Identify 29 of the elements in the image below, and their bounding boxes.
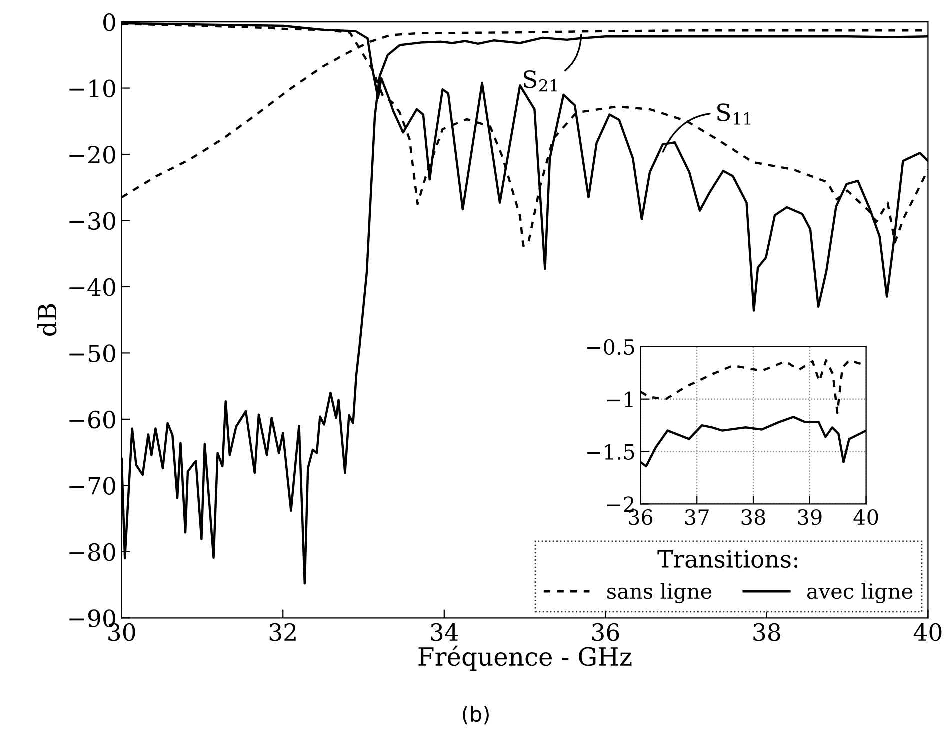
y-tick-label: −50 bbox=[70, 344, 116, 363]
y-tick-label: −60 bbox=[70, 410, 116, 429]
x-tick-label: 36 bbox=[592, 623, 620, 642]
y-axis-title: dB bbox=[37, 304, 57, 336]
y-tick-label: −1 bbox=[607, 392, 633, 408]
x-tick-label: 37 bbox=[685, 509, 709, 526]
x-tick-label: 40 bbox=[854, 509, 878, 526]
y-tick-label: −80 bbox=[70, 543, 116, 562]
y-tick-label: 0 bbox=[104, 13, 116, 32]
text: (b) bbox=[463, 706, 489, 725]
x-tick-label: 38 bbox=[754, 623, 780, 642]
legend-title: Transitions: bbox=[658, 550, 798, 568]
y-tick-label: −1.5 bbox=[587, 444, 634, 460]
x-tick-label: 39 bbox=[798, 509, 822, 526]
y-tick-label: −70 bbox=[70, 477, 116, 495]
x-tick-label: 40 bbox=[914, 623, 942, 642]
annotation: S$_{11}$ bbox=[718, 104, 751, 125]
x-tick-label: 34 bbox=[431, 623, 458, 642]
legend-label: avec ligne bbox=[807, 583, 913, 604]
x-axis-title: Fréquence - GHz bbox=[418, 646, 632, 672]
x-tick-label: 38 bbox=[742, 509, 766, 526]
y-tick-label: −40 bbox=[70, 278, 116, 296]
annotation: S$_{21}$ bbox=[524, 70, 558, 92]
y-tick-label: −30 bbox=[70, 212, 116, 230]
x-tick-label: 32 bbox=[270, 623, 296, 642]
y-tick-label: −10 bbox=[70, 80, 116, 98]
y-tick-label: −0.5 bbox=[587, 339, 634, 356]
legend-label: sans ligne bbox=[608, 583, 712, 604]
y-tick-label: −20 bbox=[70, 146, 116, 164]
